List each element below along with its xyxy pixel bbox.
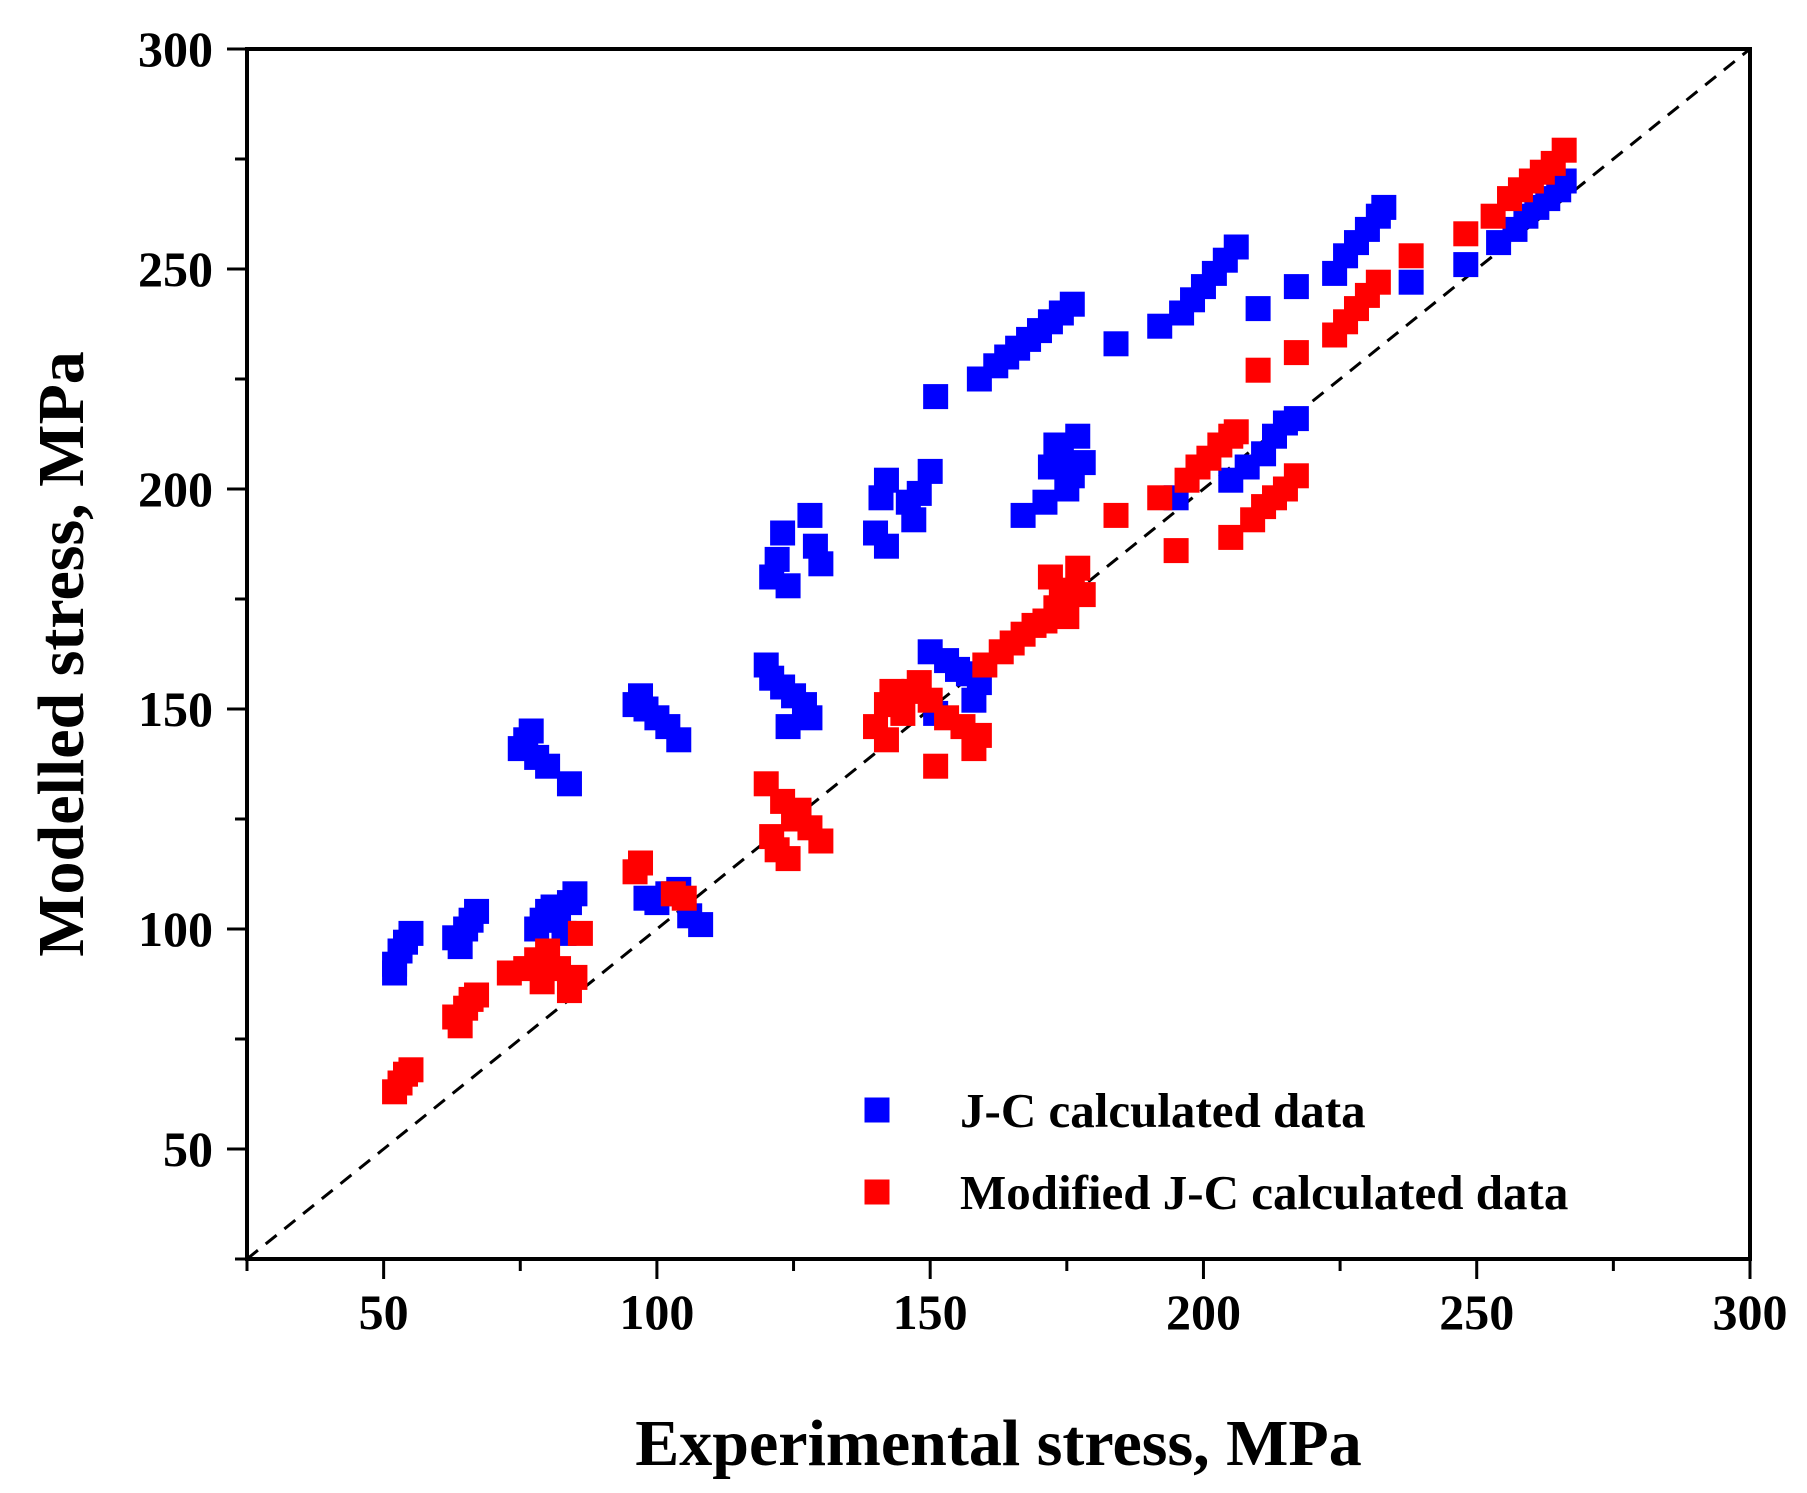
jc-data-point [1223,234,1249,260]
modified-jc-data-point [808,828,834,854]
jc-data-point [1398,269,1424,295]
modified-jc-data-point [923,753,949,779]
y-tick-label: 150 [138,681,213,737]
modified-jc-data-point [1453,221,1479,247]
y-tick-label: 300 [138,21,213,77]
jc-data-point [873,467,899,493]
y-tick-label: 100 [138,901,213,957]
x-tick-label: 200 [1166,1284,1241,1340]
axis-ticks: 50 100 150 200 250 300 50 100 150 200 250 300 [138,21,1788,1340]
modified-jc-data-point [1070,582,1096,608]
modified-jc-data-point [890,700,916,726]
modified-jc-data-point [1223,419,1249,445]
modified-jc-data-point [1283,463,1309,489]
modified-jc-data-point [873,727,899,753]
jc-data-point [1065,423,1091,449]
modified-jc-data-point [1398,243,1424,269]
jc-data-point [1059,291,1085,317]
modified-jc-data-point [628,850,654,876]
jc-data-point [1283,274,1309,300]
jc-data-point [1453,252,1479,278]
legend: J-C calculated data Modified J-C calcula… [864,1083,1568,1220]
jc-data-point [1010,502,1036,528]
y-axis-title: Modelled stress, MPa [25,351,98,957]
modified-jc-data-point [1283,340,1309,366]
jc-data-point [764,546,790,572]
jc-data-point [1070,450,1096,476]
jc-data-point [1103,331,1129,357]
points-layer [382,137,1577,1105]
x-axis-title: Experimental stress, MPa [635,1407,1361,1480]
y-tick-label: 50 [163,1121,213,1177]
jc-data-point [797,705,823,731]
modified-jc-data-point [966,722,992,748]
modified-jc-data-point [567,920,593,946]
jc-data-point [666,727,692,753]
modified-jc-data-point [775,846,801,872]
x-tick-label: 150 [893,1284,968,1340]
modified-jc-data-point [1365,269,1391,295]
x-tick-label: 50 [359,1284,409,1340]
x-tick-label: 100 [619,1284,694,1340]
modified-jc-data-point [398,1057,424,1083]
modified-jc-data-point [1163,538,1189,564]
jc-data-point [1245,296,1271,322]
jc-data-point [923,384,949,410]
jc-data-point [770,520,796,546]
plot-frame [245,47,1752,1261]
modified-jc-data-point [1245,357,1271,383]
x-tick-label: 250 [1439,1284,1514,1340]
legend-marker-modified-jc [864,1179,890,1205]
legend-label-modified-jc: Modified J-C calculated data [960,1165,1568,1220]
jc-data-point [1283,406,1309,432]
modified-jc-data-point [1037,564,1063,590]
y-tick-label: 200 [138,461,213,517]
modified-jc-data-point [562,964,588,990]
jc-data-point [535,753,561,779]
jc-data-point [797,502,823,528]
jc-data-point [464,898,490,924]
jc-data-point [775,573,801,599]
modified-jc-data-point [671,885,697,911]
modified-jc-data-point [1065,555,1091,581]
jc-data-point [901,507,927,533]
modified-jc-data-point [464,982,490,1008]
jc-data-point [1032,489,1058,515]
jc-data-point [873,533,899,559]
jc-data-point [1371,194,1397,220]
modified-jc-data-point [1054,604,1080,630]
plot-area [245,47,1752,1261]
y-tick-label: 250 [138,241,213,297]
jc-data-point [556,771,582,797]
jc-data-point [906,480,932,506]
modified-jc-data-point [1103,502,1129,528]
x-tick-label: 300 [1713,1284,1788,1340]
jc-data-point [688,912,714,938]
jc-data-point [1147,313,1173,339]
modified-jc-data-point [1551,137,1577,163]
jc-data-point [398,920,424,946]
jc-data-point [518,718,544,744]
modified-jc-data-point [1147,485,1173,511]
jc-data-point [562,881,588,907]
modified-jc-data-point [1218,524,1244,550]
jc-data-point [775,714,801,740]
modified-jc-data-point [879,678,905,704]
legend-label-jc: J-C calculated data [960,1083,1366,1138]
jc-data-point [808,551,834,577]
legend-marker-jc [864,1097,890,1123]
jc-data-point [917,458,943,484]
